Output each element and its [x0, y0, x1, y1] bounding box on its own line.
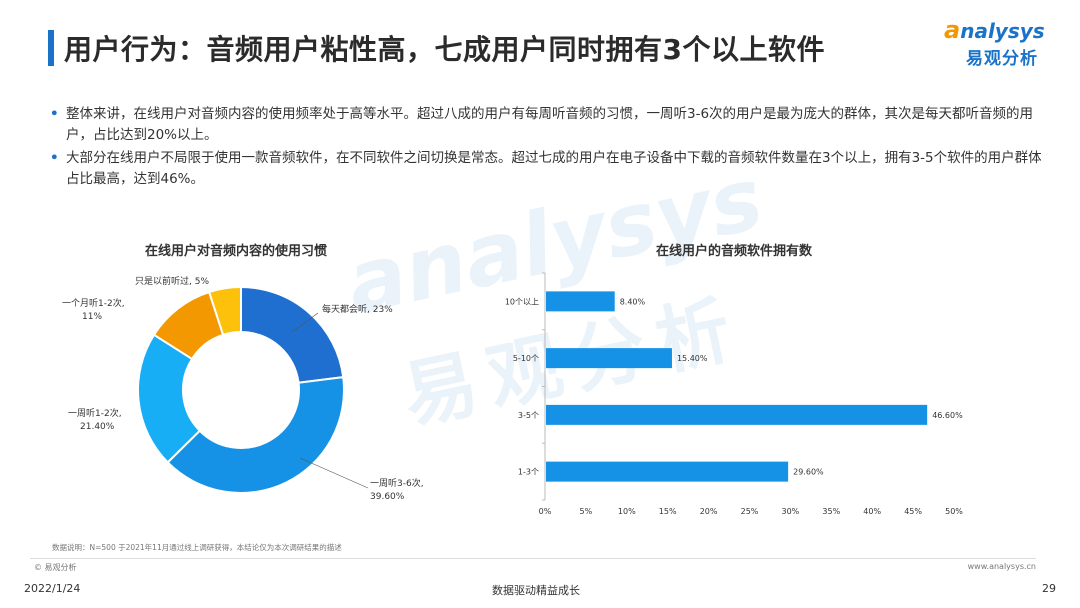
x-tick-label: 30% — [782, 507, 800, 516]
copyright: © 易观分析 — [34, 563, 77, 572]
page-title: 用户行为：音频用户粘性高，七成用户同时拥有3个以上软件 — [64, 33, 825, 66]
report-date: 2022/1/24 — [24, 582, 81, 595]
leader-line — [291, 312, 319, 333]
bullet-item: • 整体来讲，在线用户对音频内容的使用频率处于高等水平。超过八成的用户有每周听音频… — [50, 106, 1034, 143]
donut-label-daily: 每天都会听, 23% — [322, 305, 393, 315]
x-tick-label: 35% — [822, 507, 840, 516]
donut-label-past: 只是以前听过, 5% — [135, 277, 209, 287]
donut-slice — [207, 285, 242, 337]
value-label: 8.40% — [620, 297, 646, 306]
donut-slice — [166, 375, 345, 494]
donut-slice — [137, 333, 202, 464]
watermark: analysys 易观分析 — [338, 150, 771, 440]
summary-bullets: • 整体来讲，在线用户对音频内容的使用频率处于高等水平。超过八成的用户有每周听音频… — [48, 104, 1048, 192]
x-tick-label: 45% — [904, 507, 922, 516]
bar — [546, 291, 615, 312]
bar — [546, 461, 789, 482]
analysys-logo: analysys 易观分析 — [944, 16, 1060, 72]
x-tick-label: 15% — [659, 507, 677, 516]
slogan: 数据驱动精益成长 — [492, 584, 580, 597]
footer-divider — [30, 558, 1036, 559]
bar — [546, 348, 672, 369]
donut-label-3-6-weekly: 一周听3-6次, 39.60% — [370, 479, 424, 502]
donut-label-1-2-weekly: 一周听1-2次, 21.40% — [68, 409, 122, 432]
value-label: 15.40% — [677, 354, 708, 363]
x-tick-label: 20% — [700, 507, 718, 516]
x-tick-label: 50% — [945, 507, 963, 516]
title-accent-bar — [48, 30, 54, 66]
x-tick-label: 10% — [618, 507, 636, 516]
bullet-dot-icon: • — [50, 150, 59, 166]
donut-chart-title: 在线用户对音频内容的使用习惯 — [145, 244, 328, 259]
bar — [546, 404, 928, 425]
donut-slice — [152, 290, 225, 361]
bar-chart-title: 在线用户的音频软件拥有数 — [656, 244, 813, 259]
leader-line — [299, 457, 369, 489]
donut-slice — [240, 285, 345, 384]
website-link: www.analysys.cn — [967, 562, 1036, 571]
data-note: 数据说明：N=500 于2021年11月通过线上调研获得，本结论仅为本次调研结果… — [52, 543, 342, 552]
donut-label-monthly: 一个月听1-2次, 11% — [62, 299, 125, 322]
category-label: 5-10个 — [513, 354, 539, 363]
category-label: 10个以上 — [505, 297, 539, 306]
svg-text:易观分析: 易观分析 — [396, 285, 750, 440]
category-label: 1-3个 — [518, 468, 539, 477]
logo-chinese-name: 易观分析 — [966, 49, 1038, 69]
value-label: 29.60% — [793, 468, 824, 477]
category-label: 3-5个 — [518, 411, 539, 420]
page-number: 29 — [1042, 582, 1056, 595]
logo-wordmark: analysys — [944, 16, 1045, 44]
bullet-item: • 大部分在线用户不局限于使用一款音频软件，在不同软件之间切换是常态。超过七成的用… — [50, 150, 1042, 187]
value-label: 46.60% — [932, 411, 963, 420]
x-tick-label: 40% — [863, 507, 881, 516]
x-tick-label: 0% — [539, 507, 552, 516]
x-tick-label: 5% — [580, 507, 593, 516]
x-tick-label: 25% — [741, 507, 759, 516]
bullet-dot-icon: • — [50, 106, 59, 122]
